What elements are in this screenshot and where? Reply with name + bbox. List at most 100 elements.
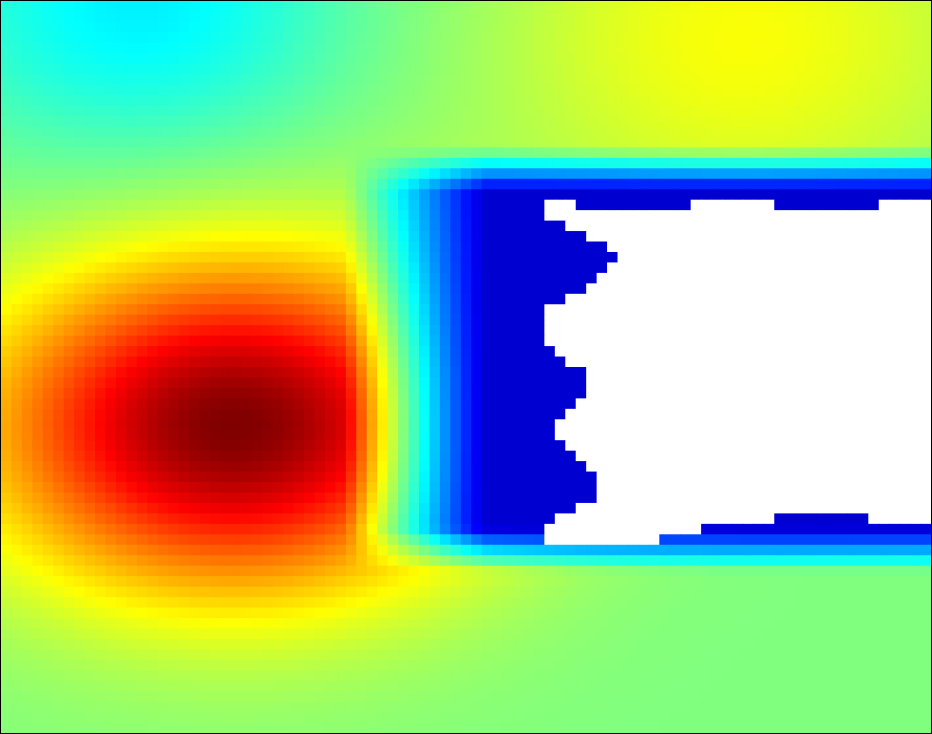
heatmap-cell (429, 346, 441, 358)
heatmap-cell (669, 241, 681, 253)
heatmap-cell (857, 105, 869, 117)
heatmap-cell (868, 398, 880, 410)
heatmap-cell (74, 251, 86, 264)
heatmap-cell (711, 450, 723, 462)
heatmap-cell (878, 325, 890, 337)
heatmap-cell (429, 105, 441, 117)
heatmap-cell (648, 482, 660, 494)
heatmap-cell (408, 335, 420, 347)
heatmap-cell (805, 178, 817, 190)
heatmap-cell (847, 356, 859, 368)
heatmap-cell (189, 157, 201, 169)
heatmap-cell (784, 335, 796, 347)
heatmap-cell (513, 377, 525, 389)
heatmap-cell (84, 231, 96, 243)
heatmap-cell (575, 482, 587, 494)
heatmap-cell (816, 262, 828, 274)
heatmap-cell (356, 440, 368, 452)
heatmap-cell (439, 241, 451, 253)
heatmap-cell (168, 335, 180, 347)
heatmap-cell (889, 293, 901, 305)
heatmap-cell (784, 429, 796, 441)
heatmap-cell (241, 231, 253, 243)
heatmap-cell (21, 408, 33, 420)
heatmap-cell (115, 377, 127, 389)
heatmap-cell (126, 513, 138, 525)
heatmap-cell (42, 293, 54, 305)
heatmap-cell (136, 116, 148, 128)
heatmap-cell (889, 189, 901, 201)
heatmap-cell (460, 1, 472, 13)
heatmap-cell (910, 231, 922, 243)
heatmap-cell (533, 84, 545, 96)
heatmap-cell (168, 11, 180, 23)
heatmap-cell (32, 544, 44, 556)
heatmap-cell (816, 272, 828, 284)
heatmap-cell (596, 63, 608, 75)
heatmap-cell (596, 555, 608, 567)
heatmap-cell (878, 523, 890, 535)
heatmap-cell (690, 220, 702, 232)
heatmap-cell (878, 116, 890, 128)
heatmap-cell (617, 377, 629, 389)
heatmap-cell (178, 63, 190, 75)
heatmap-cell (262, 544, 274, 556)
heatmap-cell (481, 262, 493, 274)
heatmap-cell (659, 544, 671, 556)
heatmap-cell (84, 74, 96, 86)
heatmap-cell (398, 314, 410, 326)
heatmap-cell (460, 105, 472, 117)
heatmap-cell (502, 293, 514, 305)
heatmap-cell (471, 21, 483, 33)
heatmap-cell (189, 32, 201, 44)
heatmap-cell (742, 471, 754, 483)
heatmap-cell (607, 84, 619, 96)
heatmap-cell (429, 419, 441, 431)
heatmap-cell (502, 1, 514, 13)
heatmap-cell (42, 84, 54, 96)
heatmap-cell (136, 136, 148, 148)
heatmap-cell (523, 398, 535, 410)
heatmap-cell (868, 346, 880, 358)
heatmap-cell (586, 304, 598, 316)
heatmap-cell (784, 241, 796, 253)
heatmap-cell (607, 492, 619, 504)
heatmap-cell (429, 325, 441, 337)
heatmap-cell (868, 189, 880, 201)
heatmap-cell (868, 95, 880, 107)
heatmap-cell (21, 502, 33, 514)
heatmap-cell (586, 471, 598, 483)
heatmap-cell (272, 262, 284, 274)
heatmap-cell (920, 220, 931, 232)
heatmap-cell (251, 346, 263, 358)
heatmap-cell (899, 241, 911, 253)
heatmap-cell (607, 251, 619, 264)
heatmap-cell (230, 168, 242, 180)
heatmap-cell (335, 21, 347, 33)
heatmap-cell (826, 210, 838, 222)
heatmap-cell (356, 408, 368, 420)
heatmap-cell (627, 387, 640, 399)
heatmap-cell (1, 293, 13, 305)
heatmap-cell (251, 63, 263, 75)
heatmap-cell (460, 461, 472, 473)
heatmap-cell (324, 387, 336, 399)
heatmap-cell (596, 565, 608, 577)
heatmap-cell (377, 377, 389, 389)
heatmap-cell (460, 74, 472, 86)
heatmap-cell (450, 346, 462, 358)
heatmap-cell (586, 32, 598, 44)
heatmap-cell (429, 314, 441, 326)
heatmap-cell (627, 523, 640, 535)
heatmap-cell (617, 346, 629, 358)
heatmap-cell (53, 408, 65, 420)
heatmap-cell (366, 335, 378, 347)
heatmap-cell (21, 157, 33, 169)
heatmap-cell (189, 471, 201, 483)
heatmap-cell (669, 576, 681, 588)
heatmap-cell (513, 1, 525, 13)
heatmap-cell (596, 11, 608, 23)
heatmap-cell (910, 210, 922, 222)
heatmap-cell (324, 21, 336, 33)
heatmap-cell (408, 63, 420, 75)
